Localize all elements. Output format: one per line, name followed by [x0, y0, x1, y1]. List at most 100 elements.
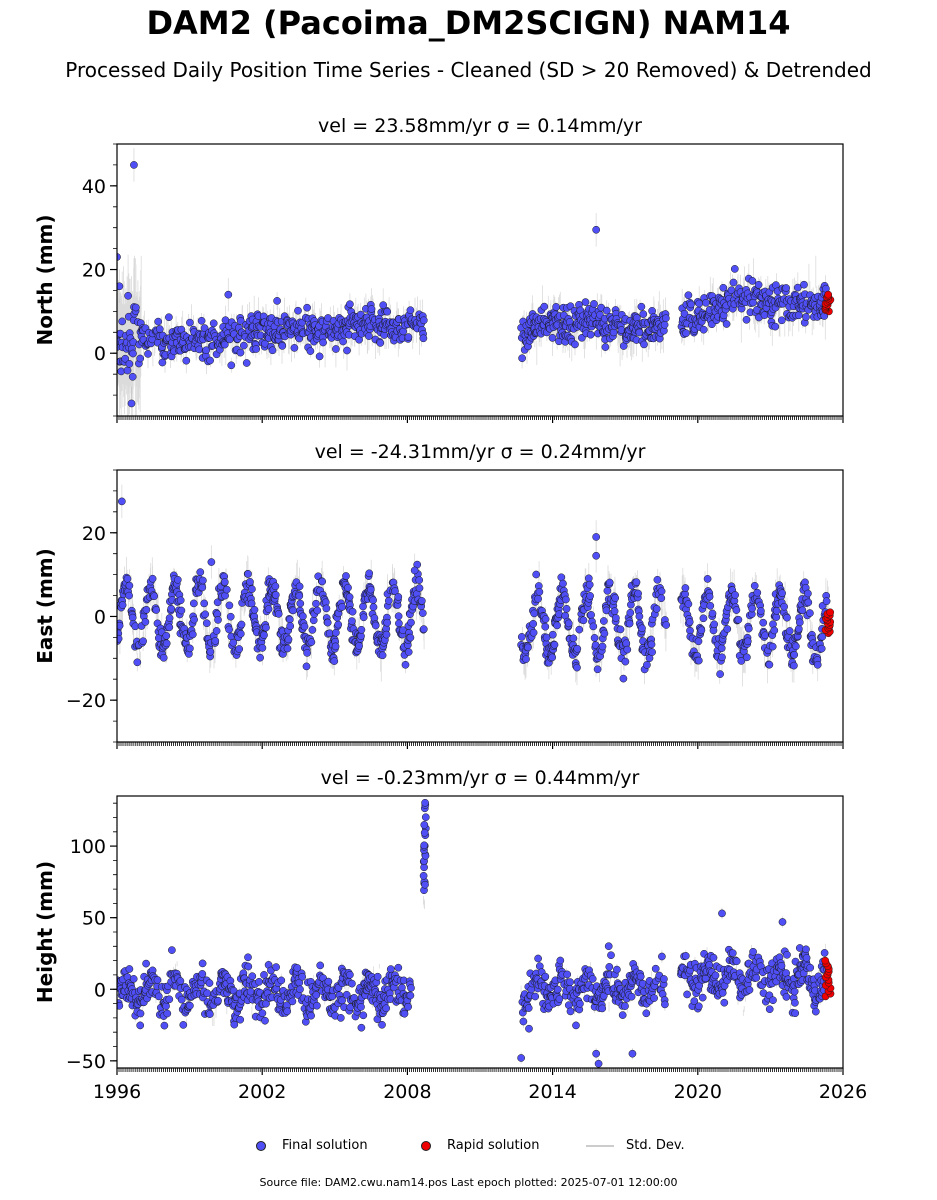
data-point — [605, 963, 614, 971]
legend-line-std — [586, 1144, 614, 1147]
data-point — [322, 604, 331, 613]
data-point — [750, 581, 759, 590]
data-point — [330, 657, 339, 665]
data-point — [621, 657, 630, 666]
data-point — [694, 1002, 703, 1011]
data-point — [716, 670, 724, 678]
data-point — [732, 957, 741, 966]
data-point — [584, 574, 593, 583]
outlier-point — [117, 282, 124, 291]
data-point — [790, 987, 799, 996]
data-point — [524, 1004, 533, 1012]
data-point — [125, 360, 134, 368]
data-point — [394, 963, 403, 972]
data-point — [230, 1020, 239, 1029]
data-point — [635, 612, 644, 621]
data-point — [702, 298, 710, 307]
data-point — [202, 346, 211, 355]
data-point — [302, 662, 311, 671]
rapid-points-north — [821, 290, 835, 316]
data-point — [548, 630, 557, 639]
legend-item-final: Final solution — [256, 1138, 368, 1153]
data-point — [618, 1011, 627, 1019]
data-point — [790, 661, 798, 670]
plot-area-north — [117, 148, 835, 416]
data-point — [236, 317, 245, 325]
data-point — [573, 663, 581, 672]
y-tick-label: 0 — [94, 606, 106, 628]
data-point — [652, 605, 661, 613]
data-point — [613, 965, 621, 974]
data-point — [303, 649, 311, 657]
data-point — [295, 582, 304, 591]
data-point — [202, 619, 211, 628]
data-point — [548, 653, 557, 662]
data-point — [811, 1007, 820, 1016]
data-point — [817, 644, 826, 653]
data-point — [200, 599, 209, 608]
legend: Final solution Rapid solution Std. Dev. — [0, 1136, 937, 1158]
data-point — [264, 605, 273, 613]
data-point — [524, 643, 532, 652]
data-point — [136, 1009, 145, 1018]
data-point — [298, 972, 307, 981]
data-point — [214, 616, 222, 624]
data-point — [273, 297, 281, 305]
data-point — [400, 1009, 409, 1018]
data-point — [247, 599, 256, 608]
data-point — [717, 644, 726, 653]
data-point — [658, 952, 666, 961]
data-point — [274, 610, 283, 618]
y-axis-north: 0 20 40 — [82, 143, 117, 417]
data-point — [366, 585, 375, 594]
data-point — [308, 626, 317, 634]
data-point — [365, 332, 373, 340]
data-point — [189, 599, 198, 608]
outlier-point — [224, 290, 233, 299]
data-point — [662, 621, 671, 629]
data-point — [312, 599, 320, 608]
x-tick-label: 2002 — [238, 1081, 286, 1103]
data-point — [421, 798, 429, 807]
y-tick-label: 0 — [94, 979, 106, 1001]
outlier-point — [130, 161, 138, 169]
panel-title-height: vel = -0.23mm/yr σ = 0.44mm/yr — [321, 767, 640, 789]
data-point — [612, 614, 620, 622]
data-point — [769, 996, 777, 1005]
data-point — [586, 330, 595, 339]
data-point — [313, 1001, 321, 1010]
data-point — [406, 306, 415, 315]
data-point — [139, 637, 147, 646]
data-point — [684, 600, 693, 608]
data-point — [622, 639, 631, 648]
data-point — [142, 605, 151, 614]
data-point — [636, 972, 645, 981]
outlier-point — [628, 1049, 637, 1058]
y-tick-label: 20 — [82, 523, 106, 545]
data-point — [205, 979, 214, 987]
data-point — [313, 606, 322, 615]
data-point — [806, 963, 815, 972]
chart-subtitle: Processed Daily Position Time Series - C… — [65, 58, 872, 82]
data-point — [795, 944, 804, 952]
data-point — [765, 1005, 774, 1014]
data-point — [529, 619, 538, 628]
data-point — [160, 1021, 169, 1030]
data-point — [534, 954, 542, 963]
data-point — [220, 578, 229, 586]
data-point — [625, 619, 634, 628]
data-point — [177, 995, 186, 1004]
data-point — [598, 642, 607, 651]
data-point — [647, 640, 656, 649]
data-point — [383, 618, 392, 627]
outlier-point — [778, 918, 787, 926]
x-axis-height: 1996 2002 2008 2014 2020 2026 — [93, 1068, 867, 1103]
data-point — [142, 959, 150, 968]
data-point — [802, 945, 810, 954]
data-point — [406, 991, 415, 1000]
data-point — [662, 314, 670, 323]
legend-label-std: Std. Dev. — [626, 1138, 685, 1153]
data-point — [753, 588, 762, 597]
data-point — [550, 640, 559, 649]
data-point — [718, 989, 727, 997]
